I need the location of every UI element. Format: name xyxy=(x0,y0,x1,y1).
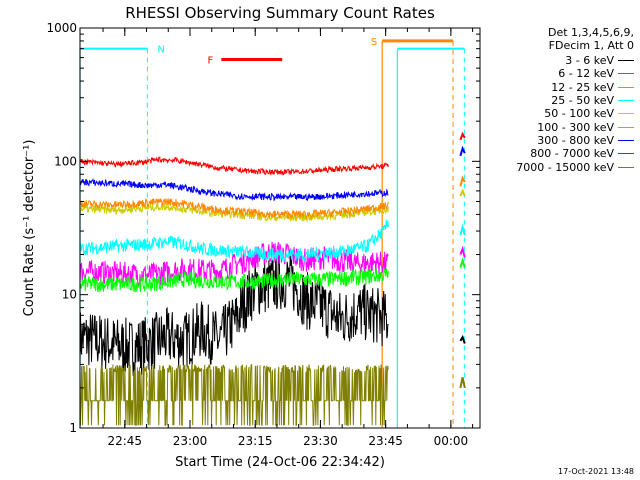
series-0-late-trace xyxy=(459,334,466,344)
legend-entry-label: 800 - 7000 keV xyxy=(530,147,614,161)
legend: Det 1,3,4,5,6,9, FDecim 1, Att 0 3 - 6 k… xyxy=(488,26,634,174)
x-tick-label-1: 23:00 xyxy=(173,434,208,448)
y-tick-label-1: 10 xyxy=(62,288,77,302)
series-2-trace xyxy=(79,268,389,293)
series-4-late-trace xyxy=(459,188,466,197)
y-axis-label: Count Rate (s⁻¹ detector⁻¹) xyxy=(22,140,37,317)
legend-swatch xyxy=(618,166,634,168)
legend-swatch xyxy=(618,73,634,75)
legend-entry-label: 50 - 100 keV xyxy=(544,107,614,121)
legend-entry-label: 25 - 50 keV xyxy=(551,94,614,108)
series-5-trace xyxy=(79,197,389,220)
legend-entry-label: 100 - 300 keV xyxy=(537,120,614,134)
flag-f-label: F xyxy=(208,56,214,67)
legend-entry-label: 3 - 6 keV xyxy=(565,54,614,68)
legend-entry: 50 - 100 keV xyxy=(488,107,634,120)
legend-swatch xyxy=(618,60,634,62)
series-8-late-trace xyxy=(459,377,466,389)
legend-entry: 25 - 50 keV xyxy=(488,94,634,107)
x-tick-label-0: 22:45 xyxy=(107,434,142,448)
legend-entry-label: 6 - 12 keV xyxy=(558,67,614,81)
series-0-trace xyxy=(79,253,389,377)
legend-entry: 300 - 800 keV xyxy=(488,134,634,147)
plot-area: N S F xyxy=(79,37,466,428)
series-1-trace xyxy=(79,241,389,287)
series-6-late-trace xyxy=(459,145,466,157)
footer-timestamp: 17-Oct-2021 13:48 xyxy=(558,467,634,476)
series-5-late-trace xyxy=(459,175,466,187)
x-tick-label-5: 00:00 xyxy=(434,434,469,448)
flag-s-label: S xyxy=(371,37,377,48)
series-6-trace xyxy=(79,177,389,202)
legend-entries: 3 - 6 keV 6 - 12 keV 12 - 25 keV 25 - 50 ke… xyxy=(488,54,634,174)
x-tick-label-2: 23:15 xyxy=(238,434,273,448)
x-tick-label-3: 23:30 xyxy=(303,434,338,448)
legend-swatch xyxy=(618,113,634,115)
legend-entry: 12 - 25 keV xyxy=(488,81,634,94)
x-axis-label: Start Time (24-Oct-06 22:34:42) xyxy=(175,455,385,470)
series-1-late-trace xyxy=(459,245,466,258)
series-3-trace xyxy=(79,219,389,264)
legend-header-2: FDecim 1, Att 0 xyxy=(548,39,634,52)
legend-entry: 3 - 6 keV xyxy=(488,54,634,67)
y-tick-label-3: 1000 xyxy=(46,21,77,35)
legend-swatch xyxy=(618,100,634,102)
legend-swatch xyxy=(618,126,634,128)
plot-frame xyxy=(79,27,481,429)
legend-entry-label: 7000 - 15000 keV xyxy=(516,160,614,174)
series-8-trace xyxy=(79,363,389,426)
legend-entry: 100 - 300 keV xyxy=(488,120,634,134)
legend-header-1: Det 1,3,4,5,6,9, xyxy=(547,26,634,39)
legend-entry: 7000 - 15000 keV xyxy=(488,160,634,174)
legend-swatch xyxy=(618,139,634,141)
axes: 1 10 100 1000 22:45 23:00 23:15 23:30 23:45 00:00 xyxy=(46,21,480,448)
series-2-late-trace xyxy=(459,257,466,268)
legend-entry-label: 12 - 25 keV xyxy=(551,80,614,94)
legend-entry: 6 - 12 keV xyxy=(488,67,634,80)
y-tick-label-2: 100 xyxy=(54,154,77,168)
legend-entry-label: 300 - 800 keV xyxy=(537,133,614,147)
legend-swatch xyxy=(618,86,634,88)
series-7-trace xyxy=(79,155,389,176)
legend-swatch xyxy=(618,153,634,155)
x-tick-label-4: 23:45 xyxy=(368,434,403,448)
series-3-late-trace xyxy=(459,223,466,236)
y-tick-label-0: 1 xyxy=(69,421,77,435)
chart-title: RHESSI Observing Summary Count Rates xyxy=(125,4,435,22)
legend-entry: 800 - 7000 keV xyxy=(488,147,634,160)
flag-n-label: N xyxy=(157,45,164,56)
series-7-late-trace xyxy=(459,131,466,141)
